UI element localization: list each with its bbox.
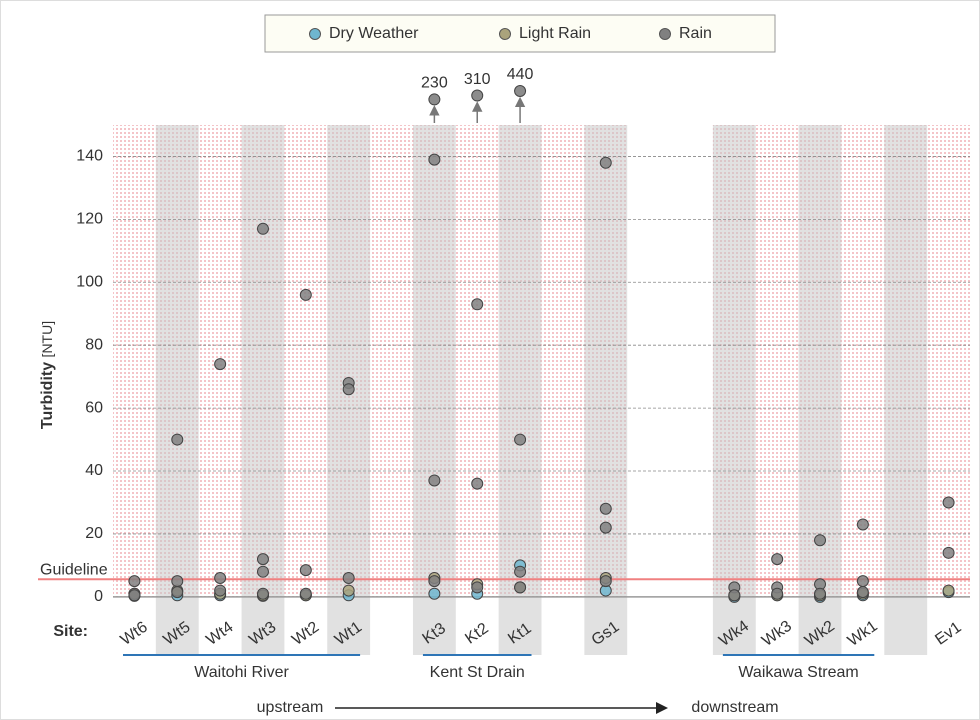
point: [428, 575, 441, 588]
point: [428, 587, 441, 600]
point: [471, 89, 484, 102]
point: [514, 565, 527, 578]
point: [256, 587, 269, 600]
legend-label: Rain: [679, 25, 712, 42]
x-tick-label: Wk3: [759, 618, 795, 650]
point: [342, 383, 355, 396]
point: [171, 433, 184, 446]
point: [128, 589, 141, 602]
y-tick-label: 100: [76, 274, 103, 291]
x-tick-label: Wt6: [118, 619, 151, 649]
point: [814, 587, 827, 600]
x-tick-label: Wt4: [203, 619, 236, 649]
downstream-label: downstream: [691, 699, 778, 716]
point: [214, 358, 227, 371]
legend-marker: [499, 28, 511, 40]
point: [856, 518, 869, 531]
point: [471, 477, 484, 490]
point: [728, 589, 741, 602]
point: [771, 587, 784, 600]
point: [171, 586, 184, 599]
y-label: Turbidity: [39, 362, 56, 429]
y-axis-label: Turbidity [NTU]: [39, 321, 57, 429]
point: [299, 564, 312, 577]
legend-marker: [659, 28, 671, 40]
point: [171, 575, 184, 588]
point: [428, 153, 441, 166]
group-label: Waitohi River: [194, 664, 289, 681]
point: [471, 581, 484, 594]
point: [428, 474, 441, 487]
point: [342, 571, 355, 584]
point: [299, 288, 312, 301]
column-shade: [412, 125, 456, 655]
point: [599, 502, 612, 515]
legend-label: Light Rain: [519, 25, 591, 42]
point: [942, 546, 955, 559]
point: [128, 575, 141, 588]
point: [514, 84, 527, 97]
point: [771, 553, 784, 566]
y-tick-label: 80: [85, 336, 103, 353]
point: [342, 584, 355, 597]
point: [514, 433, 527, 446]
guideline-label: Guideline: [40, 561, 108, 578]
y-tick-label: 60: [85, 399, 103, 416]
x-tick-label: Kt2: [462, 620, 492, 648]
group-label: Kent St Drain: [430, 664, 525, 681]
off-scale-label: 230: [421, 75, 448, 92]
point: [599, 156, 612, 169]
x-tick-label: Ev1: [932, 619, 964, 649]
point: [256, 553, 269, 566]
legend-label: Dry Weather: [329, 25, 419, 42]
point: [514, 581, 527, 594]
point: [942, 496, 955, 509]
plot-background: [113, 125, 970, 655]
y-tick-label: 40: [85, 462, 103, 479]
y-unit: [NTU]: [39, 321, 55, 358]
y-tick-label: 0: [94, 588, 103, 605]
point: [814, 534, 827, 547]
column-shade: [884, 125, 928, 655]
point: [256, 222, 269, 235]
legend-marker: [309, 28, 321, 40]
point: [856, 586, 869, 599]
column-shade: [155, 125, 199, 655]
column-shade: [584, 125, 628, 655]
legend-box: [264, 14, 776, 53]
site-label: Site:: [53, 623, 88, 640]
y-tick-label: 140: [76, 148, 103, 165]
point: [214, 584, 227, 597]
point: [471, 298, 484, 311]
y-tick-label: 20: [85, 525, 103, 542]
column-shade: [798, 125, 842, 655]
off-scale-label: 310: [464, 71, 491, 88]
x-tick-label: Wt2: [289, 619, 322, 649]
y-tick-label: 120: [76, 211, 103, 228]
point: [599, 575, 612, 588]
point: [942, 584, 955, 597]
point: [299, 587, 312, 600]
point: [856, 575, 869, 588]
point: [256, 565, 269, 578]
point: [214, 571, 227, 584]
group-label: Waikawa Stream: [738, 664, 858, 681]
column-shade: [712, 125, 756, 655]
off-scale-label: 440: [507, 66, 534, 83]
x-tick-label: Wk1: [845, 618, 881, 650]
point: [599, 521, 612, 534]
point: [428, 93, 441, 106]
upstream-label: upstream: [257, 699, 324, 716]
